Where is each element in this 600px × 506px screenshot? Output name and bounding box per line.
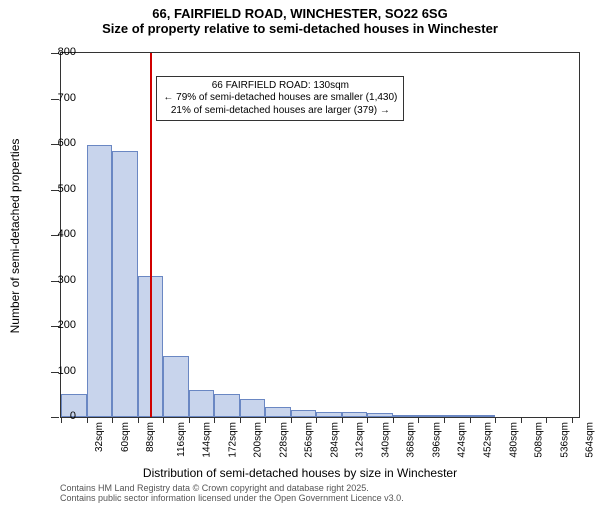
histogram-bar [112, 151, 138, 417]
y-tick-label: 500 [46, 183, 76, 195]
y-tick-label: 700 [46, 92, 76, 104]
x-tick [521, 418, 522, 423]
x-tick-label: 228sqm [278, 422, 289, 458]
x-tick [495, 418, 496, 423]
histogram-bar [291, 410, 317, 417]
x-tick-label: 396sqm [432, 422, 443, 458]
x-tick [572, 418, 573, 423]
y-tick-label: 0 [46, 410, 76, 422]
x-tick [163, 418, 164, 423]
annotation-line: 21% of semi-detached houses are larger (… [163, 105, 397, 118]
y-tick-label: 800 [46, 46, 76, 58]
histogram-bar [444, 415, 470, 417]
y-tick-label: 400 [46, 228, 76, 240]
x-tick [367, 418, 368, 423]
x-tick-label: 88sqm [145, 422, 156, 452]
x-tick-label: 480sqm [508, 422, 519, 458]
histogram-bar [265, 407, 291, 417]
histogram-bar [418, 415, 444, 417]
x-tick [265, 418, 266, 423]
histogram-bar [470, 415, 496, 417]
x-tick [138, 418, 139, 423]
footer-line2: Contains public sector information licen… [60, 494, 404, 504]
histogram-bar [393, 415, 419, 417]
footer-attribution: Contains HM Land Registry data © Crown c… [60, 484, 404, 504]
histogram-bar [189, 390, 215, 417]
histogram-bar [342, 412, 368, 417]
x-tick-label: 116sqm [175, 422, 186, 457]
y-tick-label: 300 [46, 274, 76, 286]
histogram-bar [367, 413, 393, 417]
x-tick [112, 418, 113, 423]
x-tick-label: 312sqm [355, 422, 366, 458]
y-axis-title: Number of semi-detached properties [8, 139, 22, 334]
x-tick-label: 452sqm [483, 422, 494, 458]
x-tick-label: 508sqm [534, 422, 545, 458]
annotation-line: ← 79% of semi-detached houses are smalle… [163, 92, 397, 105]
x-tick-label: 368sqm [406, 422, 417, 458]
x-tick [342, 418, 343, 423]
annotation-line: 66 FAIRFIELD ROAD: 130sqm [163, 80, 397, 93]
x-tick [87, 418, 88, 423]
x-tick-label: 32sqm [94, 422, 105, 452]
x-tick-label: 340sqm [380, 422, 391, 458]
x-tick-label: 536sqm [559, 422, 570, 458]
histogram-bar [240, 399, 266, 417]
x-tick [316, 418, 317, 423]
page-title-line1: 66, FAIRFIELD ROAD, WINCHESTER, SO22 6SG [0, 6, 600, 21]
x-tick [470, 418, 471, 423]
x-tick [444, 418, 445, 423]
x-tick-label: 172sqm [227, 422, 238, 458]
histogram-bar [87, 145, 113, 417]
x-tick [240, 418, 241, 423]
x-tick [291, 418, 292, 423]
x-tick [546, 418, 547, 423]
annotation-box: 66 FAIRFIELD ROAD: 130sqm← 79% of semi-d… [156, 76, 404, 122]
histogram-bar [316, 412, 342, 417]
x-axis-title: Distribution of semi-detached houses by … [0, 466, 600, 480]
x-tick-label: 60sqm [120, 422, 131, 452]
y-tick-label: 600 [46, 137, 76, 149]
x-tick [393, 418, 394, 423]
histogram-bar [214, 394, 240, 417]
x-tick-label: 564sqm [585, 422, 596, 458]
histogram-bar [163, 356, 189, 417]
y-tick-label: 100 [46, 365, 76, 377]
x-tick [418, 418, 419, 423]
x-tick-label: 424sqm [457, 422, 468, 458]
x-tick [189, 418, 190, 423]
x-tick [214, 418, 215, 423]
property-marker-line [150, 53, 152, 417]
y-tick-label: 200 [46, 319, 76, 331]
x-tick-label: 144sqm [202, 422, 213, 458]
x-tick-label: 200sqm [253, 422, 264, 458]
x-tick-label: 284sqm [329, 422, 340, 458]
histogram-chart: 66 FAIRFIELD ROAD: 130sqm← 79% of semi-d… [60, 52, 580, 418]
page-title-line2: Size of property relative to semi-detach… [0, 21, 600, 36]
x-tick-label: 256sqm [304, 422, 315, 458]
